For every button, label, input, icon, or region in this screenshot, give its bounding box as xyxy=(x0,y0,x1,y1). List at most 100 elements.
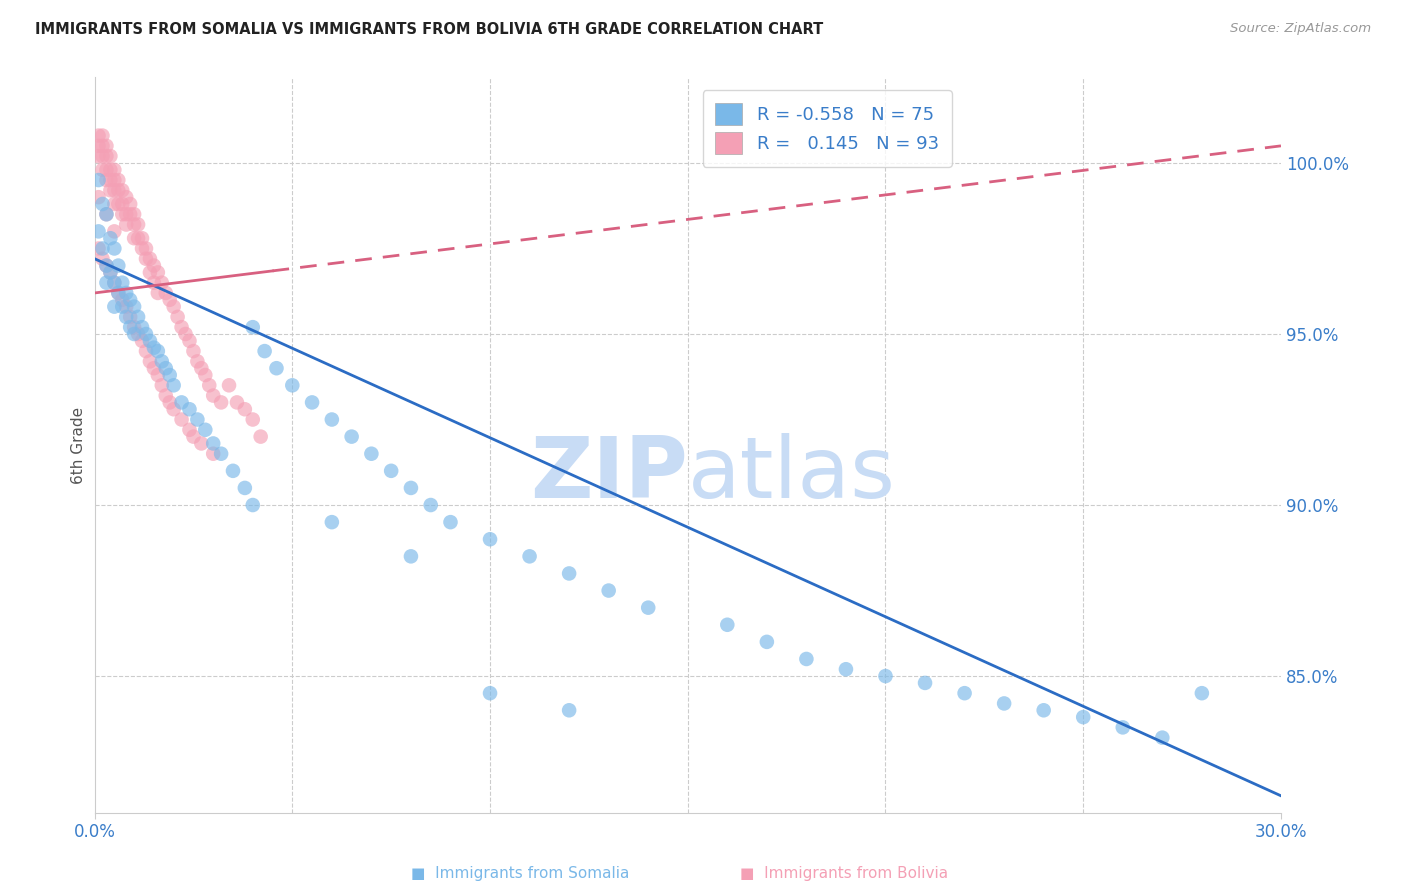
Point xyxy=(155,285,177,300)
Point xyxy=(233,481,256,495)
Point xyxy=(479,533,502,547)
Point xyxy=(135,252,157,266)
Point xyxy=(914,676,936,690)
Point xyxy=(186,354,208,368)
Point xyxy=(120,197,142,211)
Point xyxy=(321,412,343,426)
Point xyxy=(558,703,581,717)
Point xyxy=(91,162,114,177)
Point xyxy=(202,388,225,402)
Point xyxy=(170,320,193,334)
Point xyxy=(993,697,1015,711)
Point xyxy=(100,265,122,279)
Point xyxy=(91,128,114,143)
Point xyxy=(87,128,110,143)
Point xyxy=(131,242,153,256)
Point xyxy=(120,293,142,307)
Point xyxy=(179,402,201,417)
Point xyxy=(115,218,138,232)
Point xyxy=(135,326,157,341)
Point xyxy=(146,344,169,359)
Point xyxy=(91,197,114,211)
Point xyxy=(190,361,212,376)
Point xyxy=(96,207,118,221)
Point xyxy=(139,334,162,348)
Point xyxy=(122,207,145,221)
Point xyxy=(716,617,738,632)
Point xyxy=(142,259,165,273)
Point xyxy=(107,197,129,211)
Point xyxy=(202,447,225,461)
Y-axis label: 6th Grade: 6th Grade xyxy=(72,407,86,483)
Text: IMMIGRANTS FROM SOMALIA VS IMMIGRANTS FROM BOLIVIA 6TH GRADE CORRELATION CHART: IMMIGRANTS FROM SOMALIA VS IMMIGRANTS FR… xyxy=(35,22,824,37)
Point xyxy=(953,686,976,700)
Point xyxy=(179,423,201,437)
Point xyxy=(127,326,149,341)
Point xyxy=(135,344,157,359)
Point xyxy=(218,378,240,392)
Point xyxy=(100,183,122,197)
Point xyxy=(115,190,138,204)
Point xyxy=(183,429,205,443)
Point xyxy=(150,378,173,392)
Point xyxy=(96,149,118,163)
Point xyxy=(598,583,620,598)
Point xyxy=(186,412,208,426)
Point xyxy=(87,242,110,256)
Point xyxy=(100,173,122,187)
Point xyxy=(96,207,118,221)
Point xyxy=(103,276,125,290)
Point xyxy=(87,149,110,163)
Point xyxy=(249,429,271,443)
Point xyxy=(103,197,125,211)
Point xyxy=(122,320,145,334)
Point xyxy=(103,300,125,314)
Point xyxy=(222,464,245,478)
Point xyxy=(96,259,118,273)
Point xyxy=(266,361,288,376)
Point xyxy=(111,293,134,307)
Point xyxy=(139,354,162,368)
Point xyxy=(166,310,188,324)
Point xyxy=(519,549,541,564)
Point xyxy=(202,436,225,450)
Point xyxy=(91,139,114,153)
Point xyxy=(87,173,110,187)
Point xyxy=(111,183,134,197)
Point xyxy=(159,293,181,307)
Legend: R = -0.558   N = 75, R =   0.145   N = 93: R = -0.558 N = 75, R = 0.145 N = 93 xyxy=(703,90,952,167)
Point xyxy=(380,464,402,478)
Point xyxy=(190,436,212,450)
Point xyxy=(1191,686,1213,700)
Point xyxy=(120,320,142,334)
Point xyxy=(107,259,129,273)
Point xyxy=(91,252,114,266)
Text: Source: ZipAtlas.com: Source: ZipAtlas.com xyxy=(1230,22,1371,36)
Point xyxy=(242,320,264,334)
Point xyxy=(419,498,441,512)
Point xyxy=(146,265,169,279)
Point xyxy=(100,149,122,163)
Point xyxy=(103,224,125,238)
Point xyxy=(194,423,217,437)
Point xyxy=(111,300,134,314)
Point xyxy=(122,218,145,232)
Point xyxy=(174,326,197,341)
Point xyxy=(103,183,125,197)
Point xyxy=(103,242,125,256)
Point xyxy=(321,515,343,529)
Point xyxy=(131,231,153,245)
Point xyxy=(107,285,129,300)
Point xyxy=(103,162,125,177)
Point xyxy=(135,242,157,256)
Point xyxy=(159,368,181,382)
Point xyxy=(115,310,138,324)
Point xyxy=(163,300,186,314)
Point xyxy=(479,686,502,700)
Point xyxy=(142,361,165,376)
Point xyxy=(87,224,110,238)
Text: ■  Immigrants from Bolivia: ■ Immigrants from Bolivia xyxy=(740,866,948,881)
Point xyxy=(107,183,129,197)
Point xyxy=(111,197,134,211)
Point xyxy=(209,447,232,461)
